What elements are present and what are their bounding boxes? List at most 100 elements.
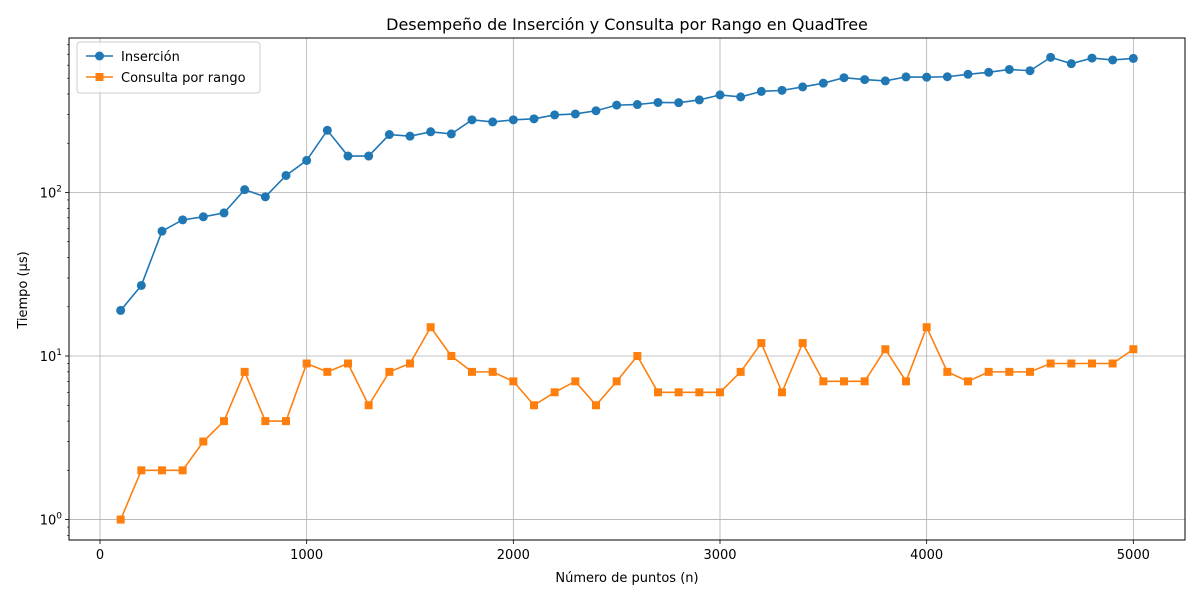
legend-marker — [95, 51, 104, 61]
legend: Inserción Consulta por rango — [76, 41, 261, 94]
legend-marker — [95, 73, 104, 81]
data-point — [219, 208, 229, 218]
data-point — [570, 109, 580, 119]
data-point — [984, 367, 993, 376]
legend-label: Consulta por rango — [121, 71, 246, 86]
data-point — [1108, 55, 1118, 65]
data-point — [178, 215, 188, 225]
data-point — [632, 100, 642, 110]
data-point — [942, 72, 952, 82]
data-point — [880, 76, 890, 86]
legend-entries: Inserción Consulta por rango — [86, 50, 246, 86]
data-point — [922, 323, 931, 332]
plot-frame — [68, 37, 1186, 541]
x-tick-label: 4000 — [910, 548, 943, 563]
data-point — [364, 401, 373, 410]
data-point — [1128, 53, 1138, 63]
data-point — [468, 367, 476, 376]
data-point — [322, 125, 332, 135]
data-point — [902, 377, 910, 386]
data-point — [756, 86, 766, 96]
y-axis-label: Tiempo (µs) — [16, 251, 31, 329]
legend-entry: Inserción — [86, 50, 180, 65]
data-point — [426, 323, 435, 332]
data-point — [529, 114, 539, 124]
data-point — [963, 69, 973, 79]
data-point — [220, 417, 228, 426]
data-point — [1046, 359, 1055, 368]
data-point — [260, 192, 270, 202]
data-point — [240, 185, 250, 195]
data-point — [1088, 359, 1096, 368]
data-point — [715, 90, 725, 100]
data-point — [426, 127, 436, 137]
data-point — [736, 92, 746, 102]
x-tick-label: 5000 — [1117, 548, 1150, 563]
data-point — [550, 110, 560, 120]
data-point — [819, 377, 828, 386]
data-point — [818, 78, 828, 88]
data-point — [467, 115, 477, 125]
data-point — [1005, 367, 1014, 376]
data-point — [406, 359, 414, 368]
data-point — [302, 359, 311, 368]
data-point — [116, 305, 126, 315]
data-point — [860, 377, 869, 386]
data-point — [1087, 53, 1097, 63]
data-point — [571, 377, 580, 386]
data-point — [136, 280, 146, 290]
data-point — [860, 75, 870, 85]
data-point — [343, 151, 353, 161]
series-2 — [116, 323, 1138, 524]
data-point — [530, 401, 538, 410]
legend-box — [76, 41, 261, 94]
data-point — [384, 130, 394, 140]
legend-label: Inserción — [121, 50, 180, 65]
data-point — [674, 388, 683, 397]
x-tick-label: 1000 — [290, 548, 323, 563]
data-point — [964, 377, 972, 386]
data-point — [509, 377, 518, 386]
data-point — [612, 377, 621, 386]
data-point — [508, 115, 518, 125]
data-point — [157, 226, 167, 236]
data-point — [488, 367, 497, 376]
data-point — [1025, 66, 1035, 76]
data-point — [778, 388, 786, 397]
data-point — [385, 367, 394, 376]
tick-layer: 0 1000 2000 3000 4000 5000 100 101 102 — [40, 44, 1150, 563]
data-point — [694, 95, 704, 105]
data-point — [695, 388, 704, 397]
data-point — [716, 388, 724, 397]
data-point — [633, 352, 642, 361]
legend-entry: Consulta por rango — [86, 71, 246, 86]
data-point — [447, 352, 456, 361]
data-point — [984, 67, 994, 77]
data-point — [798, 339, 807, 348]
data-point — [922, 72, 932, 82]
data-point — [1004, 64, 1014, 74]
data-point — [1046, 52, 1056, 62]
x-tick-label: 0 — [96, 548, 104, 563]
data-point — [364, 151, 374, 161]
data-point — [1066, 59, 1076, 69]
data-point — [840, 377, 848, 386]
data-point — [282, 417, 290, 426]
data-point — [612, 100, 622, 110]
data-point — [1067, 359, 1076, 368]
data-point — [1129, 345, 1138, 354]
data-point — [405, 131, 415, 141]
data-point — [137, 466, 146, 475]
series-layer — [116, 52, 1138, 524]
data-point — [881, 345, 890, 354]
x-axis-label: Número de puntos (n) — [555, 571, 698, 586]
data-point — [1108, 359, 1117, 368]
series-1 — [116, 52, 1138, 315]
data-point — [158, 466, 166, 475]
y-tick-label: 102 — [40, 184, 62, 201]
data-point — [777, 85, 787, 95]
x-tick-label: 2000 — [497, 548, 530, 563]
data-point — [1026, 367, 1034, 376]
